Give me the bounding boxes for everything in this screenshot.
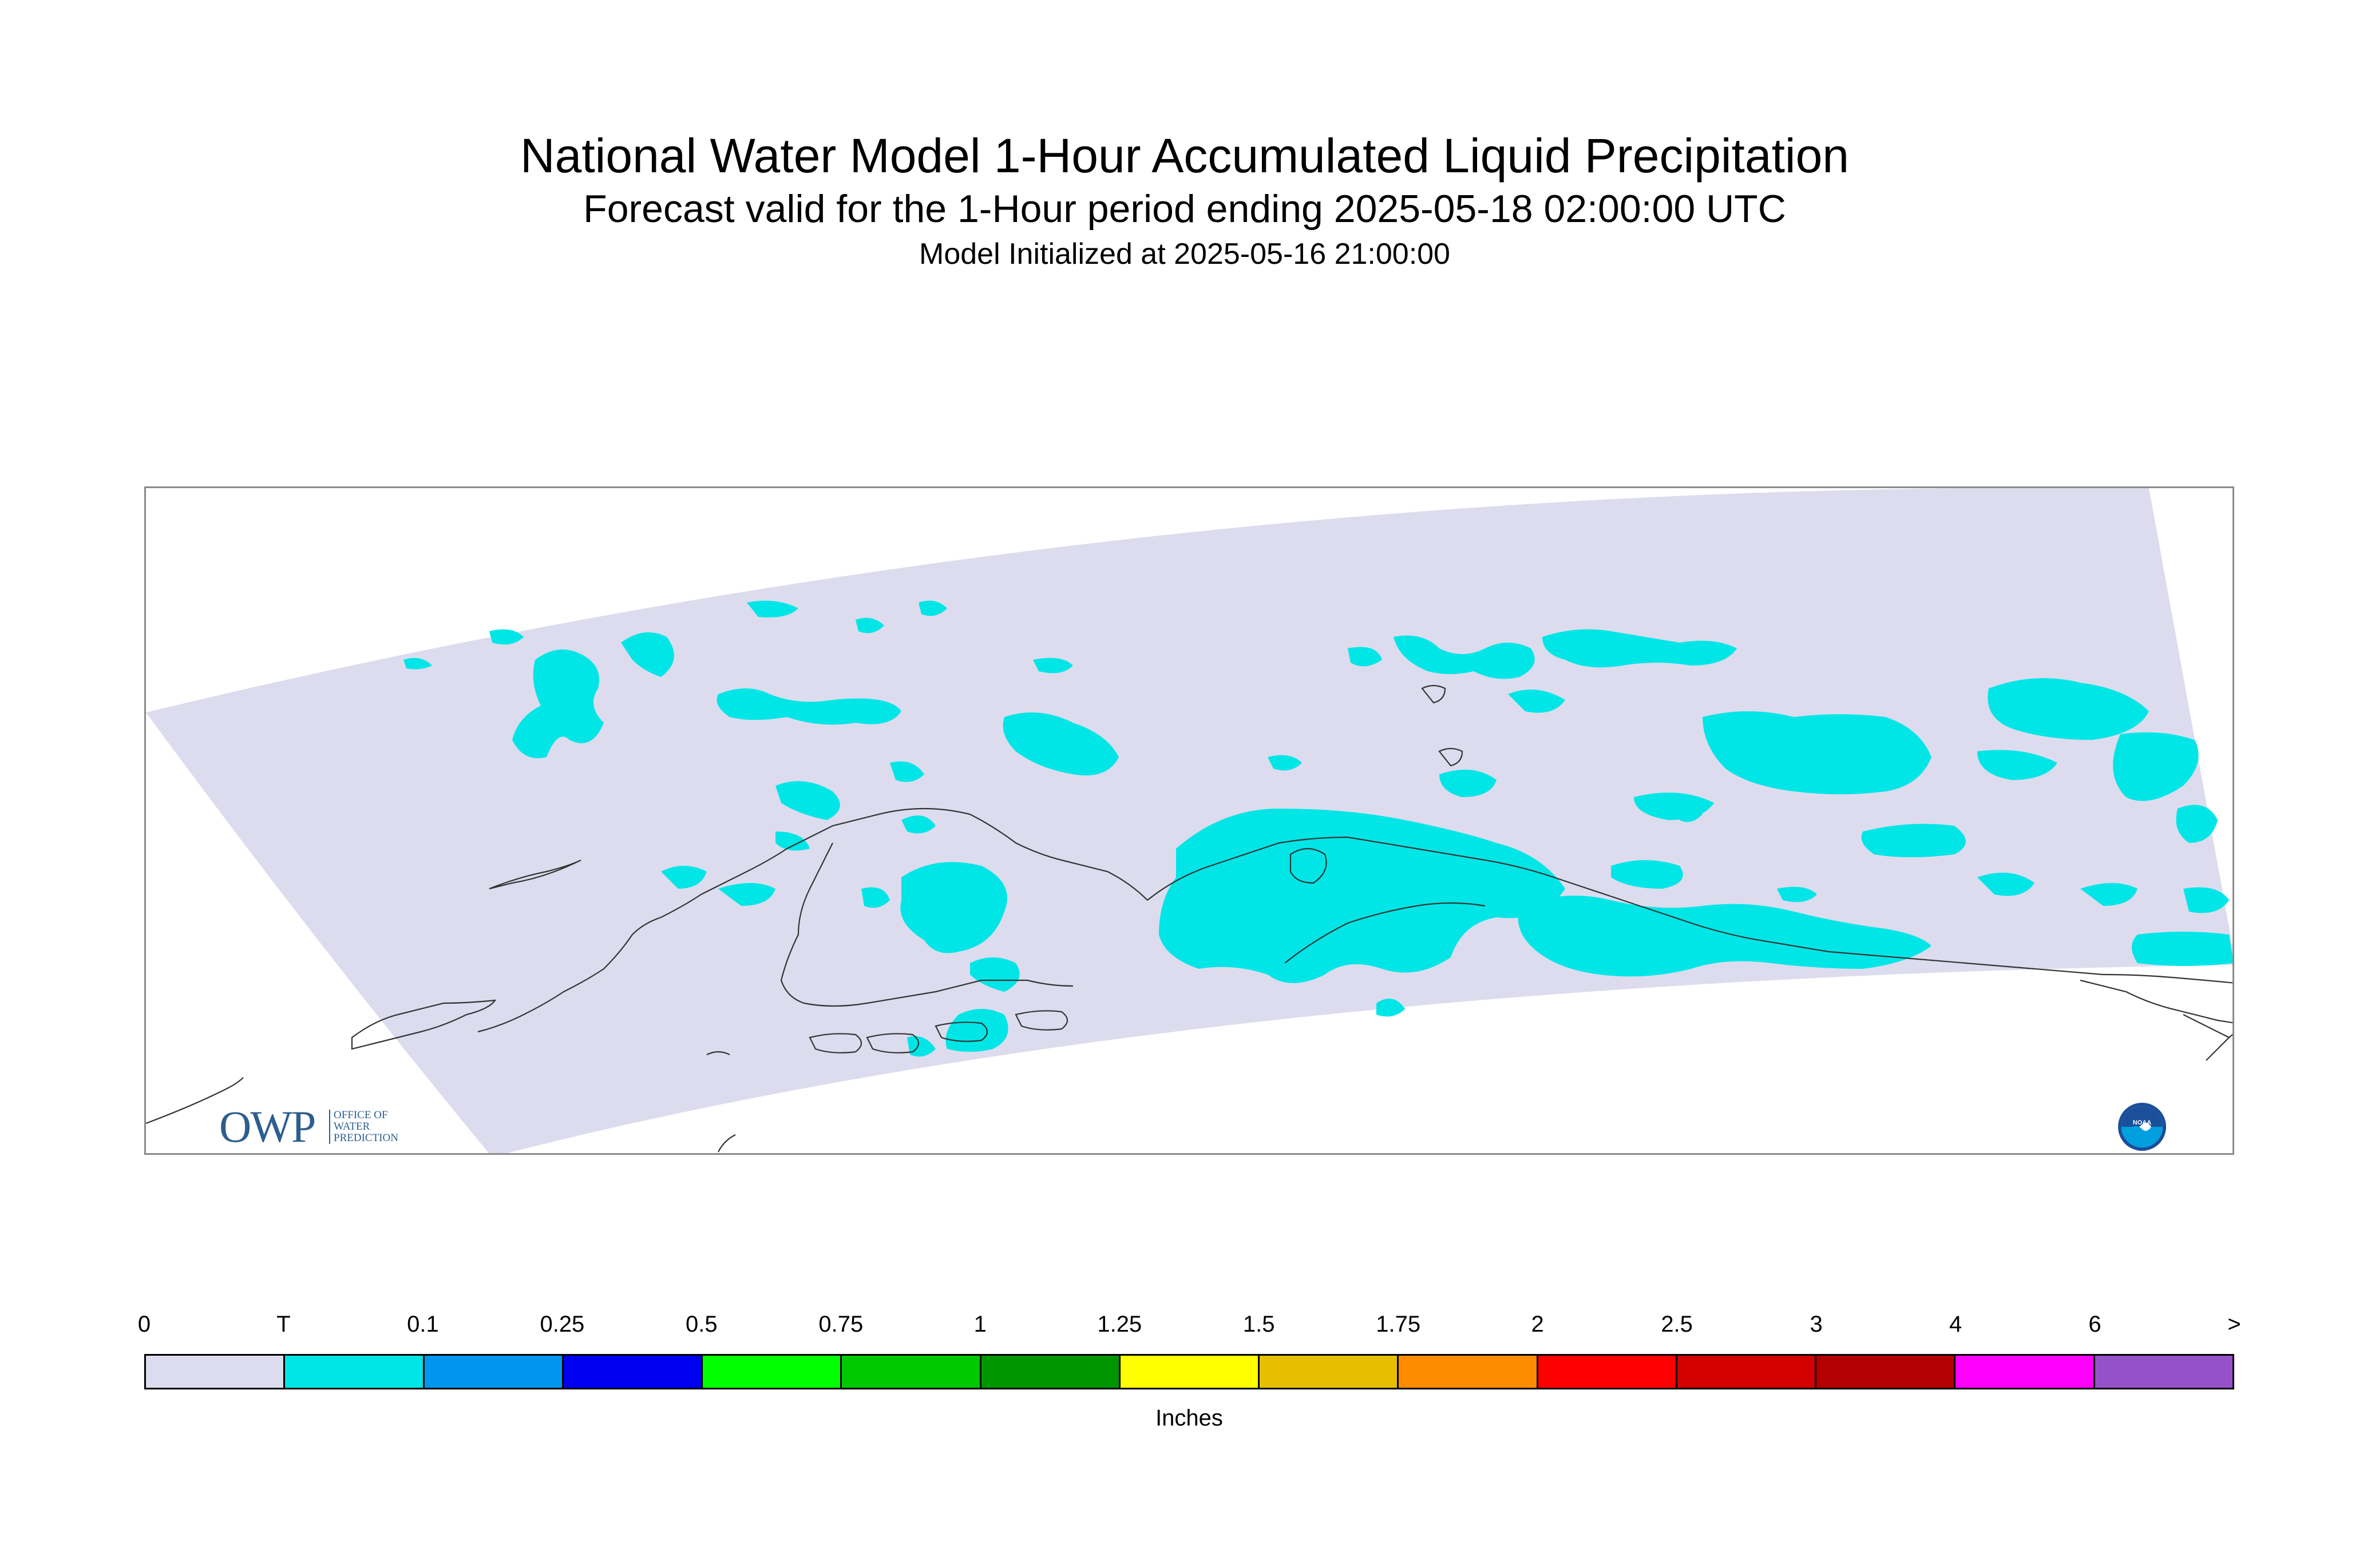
legend-tick-label: 0.25: [540, 1312, 585, 1337]
legend-swatch: [1677, 1356, 1817, 1388]
legend: 0 T 0.1 0.25 0.5 0.75 1 1.25 1.5 1.75 2 2.5 3 4 6 > Inc…: [138, 1310, 2241, 1459]
legend-swatch: [703, 1356, 842, 1388]
legend-units: Inches: [1155, 1405, 1223, 1431]
legend-swatch: [1956, 1356, 2095, 1388]
legend-tick-label: >: [2227, 1312, 2241, 1337]
legend-swatch: [1120, 1356, 1260, 1388]
legend-swatch: [981, 1356, 1121, 1388]
legend-tick-label: T: [276, 1312, 291, 1337]
legend-swatch: [1399, 1356, 1538, 1388]
legend-swatch: [2095, 1356, 2232, 1388]
legend-swatch: [285, 1356, 425, 1388]
owp-text: OFFICE OF WATER PREDICTION: [329, 1110, 398, 1144]
map-canvas: [146, 488, 2232, 1153]
map-panel: OWP OFFICE OF WATER PREDICTION NOAA: [144, 486, 2234, 1155]
owp-text-line-1: OFFICE OF: [334, 1109, 388, 1121]
owp-text-line-3: PREDICTION: [334, 1132, 398, 1144]
legend-swatch: [1260, 1356, 1399, 1388]
model-init-time: Model Initialized at 2025-05-16 21:00:00: [919, 237, 1450, 271]
legend-swatch: [1816, 1356, 1956, 1388]
owp-logo: OWP OFFICE OF WATER PREDICTION: [219, 1104, 437, 1150]
legend-tick-label: 1.5: [1242, 1312, 1275, 1337]
legend-tick-label: 2: [1531, 1312, 1544, 1337]
legend-tick-label: 1.25: [1097, 1312, 1142, 1337]
legend-swatch: [563, 1356, 703, 1388]
legend-tick-label: 1: [973, 1312, 987, 1337]
legend-swatch: [842, 1356, 981, 1388]
legend-colorbar: [144, 1354, 2234, 1389]
legend-tick-label: 6: [2088, 1312, 2101, 1337]
legend-tick-label: 0: [137, 1312, 151, 1337]
coastlines: [146, 684, 2232, 1153]
legend-tick-label: 4: [1949, 1312, 1962, 1337]
legend-swatch: [1538, 1356, 1677, 1388]
map-subtitle: Forecast valid for the 1-Hour period end…: [583, 187, 1786, 231]
legend-swatch: [146, 1356, 286, 1388]
legend-tick-label: 0.75: [818, 1312, 864, 1337]
noaa-mark: NOAA: [2133, 1119, 2151, 1126]
precip-trace-areas: [403, 600, 2232, 1057]
noaa-logo: NOAA: [2117, 1102, 2167, 1152]
legend-tick-label: 0.5: [686, 1312, 718, 1337]
model-domain: [146, 488, 2232, 1153]
owp-text-line-2: WATER: [334, 1120, 370, 1133]
legend-swatch: [424, 1356, 564, 1388]
legend-tick-label: 2.5: [1661, 1312, 1693, 1337]
noaa-emblem-icon: NOAA: [2118, 1103, 2166, 1151]
map-title: National Water Model 1-Hour Accumulated …: [520, 129, 1850, 183]
legend-tick-label: 0.1: [407, 1312, 439, 1337]
legend-tick-label: 1.75: [1376, 1312, 1421, 1337]
owp-mark: OWP: [219, 1102, 316, 1151]
legend-tick-label: 3: [1810, 1312, 1823, 1337]
